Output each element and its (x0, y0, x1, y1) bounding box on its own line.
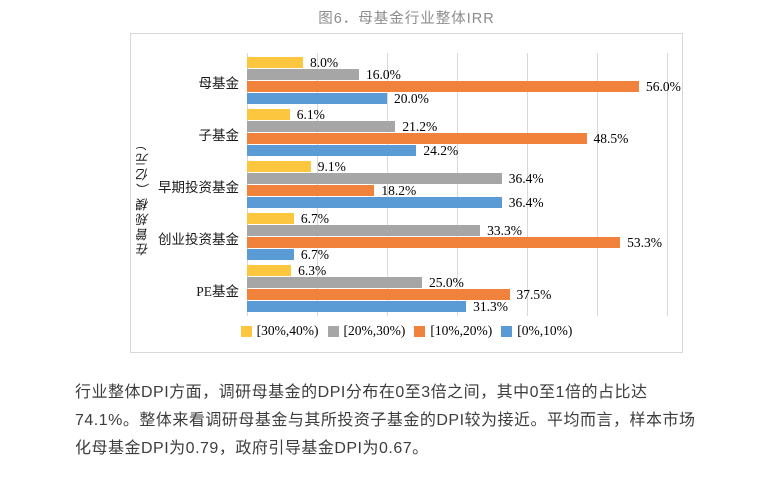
bar (247, 81, 639, 92)
legend-label: [20%,30%) (343, 323, 406, 338)
bar (247, 277, 422, 288)
legend-item: [10%,20%) (414, 323, 492, 339)
bar (247, 173, 502, 184)
category-label: PE基金 (196, 284, 239, 299)
body-paragraph: 行业整体DPI方面，调研母基金的DPI分布在0至3倍之间，其中0至1倍的占比达 7… (75, 379, 735, 463)
legend-item: [20%,30%) (327, 323, 406, 339)
bar (247, 213, 294, 224)
chart-legend: [30%,40%) [20%,30%) [10%,20%) [0%,10%) (131, 322, 682, 340)
legend-swatch-icon (501, 325, 513, 337)
legend-swatch-icon (240, 325, 252, 337)
chart-box: 在管规模（亿元） [30%,40%) [20%,30%) [10%,20%) [0%,… (130, 33, 683, 353)
paragraph-line: 行业整体DPI方面，调研母基金的DPI分布在0至3倍之间，其中0至1倍的占比达 (75, 384, 648, 401)
bar (247, 225, 481, 236)
bar-value-label: 20.0% (394, 91, 429, 106)
legend-label: [30%,40%) (256, 323, 319, 338)
paragraph-line: 化母基金DPI为0.79，政府引导基金DPI为0.67。 (75, 440, 429, 457)
category-label: 早期投资基金 (158, 180, 239, 195)
bar (247, 265, 292, 276)
bar-value-label: 25.0% (429, 275, 464, 290)
bar (247, 69, 359, 80)
bar-value-label: 6.3% (298, 263, 327, 278)
legend-label: [0%,10%) (517, 323, 573, 338)
gridline (387, 53, 388, 316)
bar (247, 301, 467, 312)
bar (247, 289, 510, 300)
bar (247, 121, 396, 132)
bar (247, 237, 621, 248)
bar-value-label: 18.2% (381, 183, 417, 198)
gridline (317, 53, 318, 316)
paragraph-line: 74.1%。整体来看调研母基金与其所投资子基金的DPI较为接近。平均而言，样本市… (75, 412, 696, 429)
bar (247, 145, 417, 156)
gridline (457, 53, 458, 316)
bar (247, 185, 375, 196)
bar-value-label: 6.1% (296, 107, 325, 122)
gridline (597, 53, 598, 316)
bar (247, 109, 290, 120)
bar-value-label: 36.4% (508, 195, 544, 210)
bar (247, 197, 502, 208)
bar (247, 57, 303, 68)
legend-swatch-icon (327, 325, 339, 337)
gridline (667, 53, 668, 316)
bar-value-label: 37.5% (516, 287, 552, 302)
category-label: 子基金 (198, 128, 240, 143)
category-label: 创业投资基金 (158, 232, 239, 247)
bar-value-label: 9.1% (317, 159, 346, 174)
gridline (247, 53, 248, 316)
legend-item: [30%,40%) (240, 323, 319, 339)
legend-label: [10%,20%) (430, 323, 493, 338)
bar (247, 249, 294, 260)
bar (247, 133, 587, 144)
bar-value-label: 16.0% (366, 67, 401, 82)
bar-value-label: 36.4% (508, 171, 544, 186)
bar-value-label: 53.3% (627, 235, 662, 250)
bar-value-label: 48.5% (593, 131, 629, 146)
bar (247, 93, 387, 104)
figure-title: 图6．母基金行业整体IRR (318, 11, 495, 27)
legend-swatch-icon (414, 325, 426, 337)
gridline (527, 53, 528, 316)
legend-item: [0%,10%) (501, 323, 572, 339)
bar-value-label: 24.2% (423, 143, 459, 158)
bar (247, 161, 311, 172)
bar-value-label: 8.0% (310, 55, 339, 70)
category-label: 母基金 (198, 76, 240, 91)
bar-value-label: 33.3% (487, 223, 522, 238)
bar-value-label: 56.0% (646, 79, 681, 94)
bar-value-label: 31.3% (473, 299, 508, 314)
bar-value-label: 6.7% (300, 211, 330, 226)
bar-value-label: 21.2% (402, 119, 438, 134)
bar-value-label: 6.7% (300, 247, 330, 262)
